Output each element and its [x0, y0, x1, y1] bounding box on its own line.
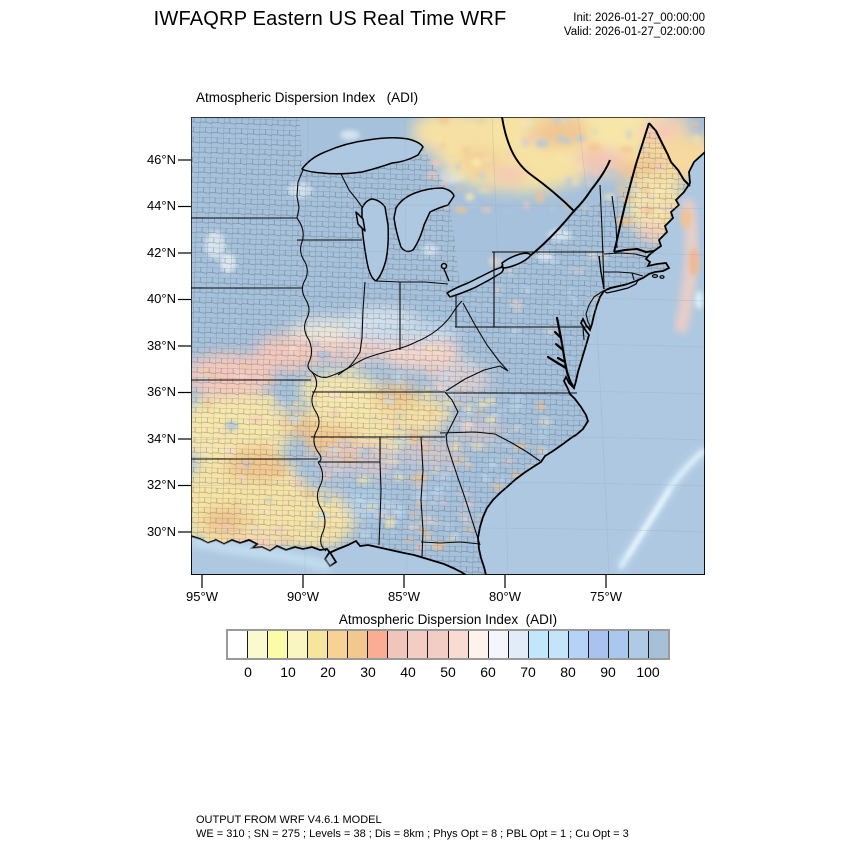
lat-label-42n: 42°N	[146, 245, 176, 260]
gulf-detail	[191, 536, 332, 572]
legend-label-40: 40	[400, 664, 416, 680]
legend-label-60: 60	[480, 664, 496, 680]
legend-cell-0	[228, 631, 249, 658]
lon-label-90w: 90°W	[287, 589, 319, 604]
lat-label-44n: 44°N	[146, 198, 176, 213]
lake-connectors	[443, 255, 605, 290]
state-borders	[191, 169, 648, 558]
legend-cell-15	[528, 631, 549, 658]
legend-cell-6	[348, 631, 369, 658]
international-borders	[501, 117, 691, 256]
lake-erie	[446, 266, 505, 298]
legend-cell-13	[488, 631, 509, 658]
legend-cell-9	[408, 631, 429, 658]
legend-cell-14	[508, 631, 529, 658]
legend-cell-1	[248, 631, 269, 658]
green-bay	[355, 211, 366, 232]
lake-ontario	[501, 252, 532, 269]
lat-label-32n: 32°N	[146, 477, 176, 492]
lake-huron	[393, 187, 455, 253]
legend-cell-4	[308, 631, 329, 658]
legend-cell-19	[608, 631, 629, 658]
lat-label-36n: 36°N	[146, 384, 176, 399]
init-time: Init: 2026-01-27_00:00:00	[573, 12, 705, 24]
legend-cell-10	[428, 631, 449, 658]
legend-label-70: 70	[520, 664, 536, 680]
lat-label-34n: 34°N	[146, 431, 176, 446]
lake-superior	[301, 136, 424, 175]
legend-label-10: 10	[280, 664, 296, 680]
legend-cell-16	[548, 631, 569, 658]
legend-cell-5	[328, 631, 349, 658]
footer-config-line: WE = 310 ; SN = 275 ; Levels = 38 ; Dis …	[196, 828, 629, 840]
graticule	[191, 117, 705, 575]
axis-ticks	[178, 159, 607, 588]
legend-cell-20	[628, 631, 649, 658]
legend-label-80: 80	[560, 664, 576, 680]
page-title: IWFAQRP Eastern US Real Time WRF	[153, 8, 507, 30]
legend-cell-17	[568, 631, 589, 658]
atlantic-detail	[616, 198, 705, 571]
lat-label-30n: 30°N	[146, 524, 176, 539]
lon-label-85w: 85°W	[388, 589, 420, 604]
run-times: Init: 2026-01-27_00:00:00 Valid: 2026-01…	[564, 11, 705, 39]
chesapeake-bay	[546, 316, 576, 390]
legend-label-20: 20	[320, 664, 336, 680]
great-lakes	[301, 136, 532, 298]
legend-cell-12	[468, 631, 489, 658]
long-island	[602, 274, 665, 294]
legend-label-0: 0	[244, 664, 252, 680]
lon-label-95w: 95°W	[186, 589, 218, 604]
lon-label-80w: 80°W	[489, 589, 521, 604]
map-variable-title: Atmospheric Dispersion Index (ADI)	[196, 90, 419, 105]
lat-label-40n: 40°N	[146, 291, 176, 306]
footer-model-line: OUTPUT FROM WRF V4.6.1 MODEL	[196, 814, 382, 826]
lat-label-38n: 38°N	[146, 338, 176, 353]
lake-michigan	[361, 198, 389, 282]
legend-label-50: 50	[440, 664, 456, 680]
legend-cell-8	[388, 631, 409, 658]
legend-label-100: 100	[636, 664, 660, 680]
legend-cell-7	[368, 631, 389, 658]
legend-colorbar	[226, 629, 670, 660]
legend-title: Atmospheric Dispersion Index (ADI)	[338, 612, 558, 627]
lat-label-46n: 46°N	[146, 152, 176, 167]
legend-label-90: 90	[600, 664, 616, 680]
legend-cell-21	[648, 631, 669, 658]
legend-label-30: 30	[360, 664, 376, 680]
valid-time: Valid: 2026-01-27_02:00:00	[563, 26, 705, 38]
legend-cell-11	[448, 631, 469, 658]
legend-cell-2	[268, 631, 289, 658]
legend-cell-18	[588, 631, 609, 658]
map-drawing	[191, 117, 705, 575]
lake-st-clair	[440, 262, 448, 270]
legend-cell-3	[288, 631, 309, 658]
lon-label-75w: 75°W	[590, 589, 622, 604]
